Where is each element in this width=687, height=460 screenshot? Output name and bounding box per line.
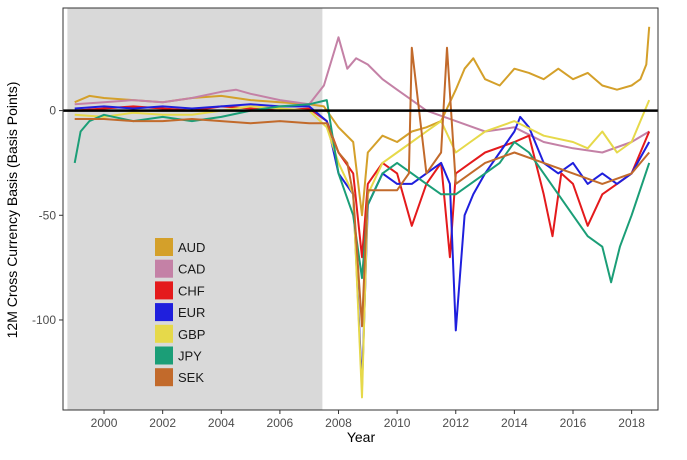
legend-label-jpy: JPY [178, 349, 202, 364]
plot-area [63, 8, 658, 410]
x-tick-label: 2014 [501, 416, 528, 430]
y-axis-title: 12M Cross Currency Basis (Basis Points) [4, 82, 20, 339]
x-axis-title: Year [347, 429, 376, 445]
x-tick-label: 2008 [325, 416, 352, 430]
x-tick-label: 2002 [149, 416, 176, 430]
legend-label-gbp: GBP [178, 327, 205, 342]
legend-key-chf [155, 281, 173, 300]
legend-key-sek [155, 368, 173, 387]
legend-label-aud: AUD [178, 240, 205, 255]
x-tick-label: 2010 [384, 416, 411, 430]
legend-key-eur [155, 303, 173, 322]
x-tick-label: 2004 [208, 416, 235, 430]
x-tick-label: 2016 [560, 416, 587, 430]
legend-key-cad [155, 259, 173, 278]
x-tick-label: 2012 [442, 416, 469, 430]
legend-key-aud [155, 238, 173, 256]
axes: 2000 2002 2004 2006 2008 2010 2012 2014 2016 2018… [32, 7, 659, 430]
legend: AUD CAD CHF EUR GBP JPY SEK [155, 238, 205, 387]
legend-label-eur: EUR [178, 305, 205, 320]
legend-key-jpy [155, 346, 173, 365]
series-line-eur [74, 103, 651, 388]
legend-label-cad: CAD [178, 262, 205, 277]
x-tick-label: 2006 [267, 416, 294, 430]
series-line-jpy [73, 99, 651, 284]
x-tick-label: 2000 [91, 416, 118, 430]
series-line-chf [74, 105, 651, 259]
plot-border [62, 7, 659, 411]
y-tick-label: -100 [32, 313, 56, 327]
y-tick-label: 0 [49, 104, 56, 118]
shaded-region [67, 8, 323, 410]
legend-label-chf: CHF [178, 283, 205, 298]
legend-key-gbp [155, 324, 173, 343]
series-line-sek [74, 46, 650, 328]
legend-label-sek: SEK [178, 370, 204, 385]
x-tick-label: 2018 [618, 416, 645, 430]
y-tick-label: -50 [39, 208, 57, 222]
series-line-aud [74, 26, 651, 217]
